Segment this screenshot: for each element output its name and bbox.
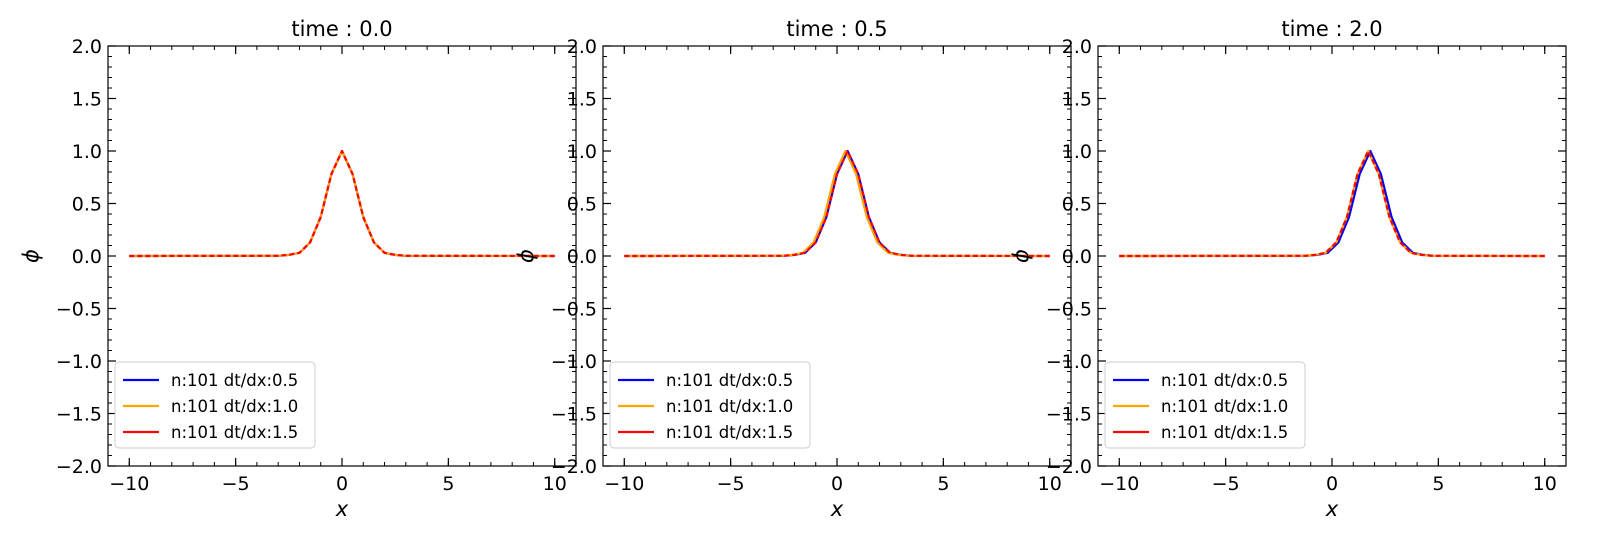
series-line-3 — [1119, 149, 1545, 258]
y-tick-label: −1.5 — [551, 404, 597, 426]
legend: n:101 dt/dx:0.5 n:101 dt/dx:1.0 n:101 dt/d… — [1104, 361, 1306, 449]
x-tick-label: −10 — [604, 473, 644, 495]
y-tick-label: −1.5 — [56, 404, 102, 426]
series-line-3 — [129, 149, 555, 258]
x-axis-label: x — [830, 497, 844, 521]
legend-label: n:101 dt/dx:1.0 — [666, 397, 793, 416]
legend-label: n:101 dt/dx:1.5 — [1161, 423, 1288, 442]
x-tick-label: −5 — [222, 473, 250, 495]
x-axis-label: x — [1325, 497, 1339, 521]
y-tick-label: −2.0 — [1046, 456, 1092, 478]
y-tick-label: −2.0 — [551, 456, 597, 478]
y-tick-label: 2.0 — [567, 36, 597, 58]
chart-panel-1: −10 −5 0 5 10 −2.0 −1.5 −1.0 −0.5 0.0 0.5 1.0 1.5 2.0… — [19, 17, 577, 521]
y-tick-label: 2.0 — [72, 36, 102, 58]
y-tick-label: −1.0 — [551, 351, 597, 373]
series-line-1 — [129, 149, 555, 258]
x-tick-label: 10 — [543, 473, 567, 495]
series-line-1 — [1119, 149, 1545, 258]
y-tick-label: −0.5 — [551, 299, 597, 321]
series-line-3 — [624, 149, 1050, 258]
series-line-2 — [129, 149, 555, 258]
x-axis-label: x — [335, 497, 349, 521]
series-line-2 — [624, 149, 1050, 258]
x-tick-label: −5 — [1212, 473, 1240, 495]
plot-frame — [1097, 45, 1567, 467]
legend-box — [1104, 361, 1306, 449]
chart-panel-3: −10 −5 0 5 10−2.0−1.5−1.0−0.50.00.51.01.52.0… — [1009, 17, 1567, 521]
x-tick-label: −10 — [1099, 473, 1139, 495]
y-tick-label: 0.5 — [72, 194, 102, 216]
y-tick-label: −1.0 — [56, 351, 102, 373]
legend-label: n:101 dt/dx:0.5 — [1161, 371, 1288, 390]
y-axis-label: ϕ — [19, 249, 43, 263]
legend-label: n:101 dt/dx:1.5 — [666, 423, 793, 442]
y-axis-label: ϕ — [514, 249, 538, 263]
y-tick-label: −2.0 — [56, 456, 102, 478]
y-tick-label: −1.5 — [1046, 404, 1092, 426]
x-tick-label: 10 — [1038, 473, 1062, 495]
y-tick-label: 2.0 — [1062, 36, 1092, 58]
series-line-1 — [624, 149, 1050, 258]
x-tick-label: 5 — [442, 473, 454, 495]
chart-title: time : 0.5 — [786, 17, 887, 41]
legend-label: n:101 dt/dx:1.5 — [171, 423, 298, 442]
x-tick-label: −10 — [109, 473, 149, 495]
legend-label: n:101 dt/dx:0.5 — [666, 371, 793, 390]
x-tick-label: 0 — [1326, 473, 1338, 495]
x-tick-label: 0 — [336, 473, 348, 495]
x-tick-label: 10 — [1533, 473, 1557, 495]
x-tick-label: −5 — [717, 473, 745, 495]
y-tick-label: −0.5 — [56, 299, 102, 321]
legend-label: n:101 dt/dx:1.0 — [171, 397, 298, 416]
chart-title: time : 2.0 — [1281, 17, 1382, 41]
legend-label: n:101 dt/dx:1.0 — [1161, 397, 1288, 416]
legend: n:101 dt/dx:0.5 n:101 dt/dx:1.0 n:101 dt/d… — [609, 361, 811, 449]
y-axis-label: ϕ — [1009, 249, 1033, 263]
y-tick-label: 1.0 — [1062, 141, 1092, 163]
y-tick-label: 1.0 — [72, 141, 102, 163]
y-tick-label: 0.5 — [1062, 194, 1092, 216]
y-tick-label: 1.0 — [567, 141, 597, 163]
y-tick-label: 1.5 — [1062, 89, 1092, 111]
x-tick-label: 0 — [831, 473, 843, 495]
legend-label: n:101 dt/dx:0.5 — [171, 371, 298, 390]
y-tick-label: 0.5 — [567, 194, 597, 216]
y-tick-label: −1.0 — [1046, 351, 1092, 373]
legend: n:101 dt/dx:0.5 n:101 dt/dx:1.0 n:101 dt/d… — [114, 361, 316, 449]
legend-box — [114, 361, 316, 449]
series-line-2 — [1119, 149, 1545, 258]
plot-frame — [602, 45, 1072, 467]
chart-title: time : 0.0 — [291, 17, 392, 41]
x-tick-label: 5 — [1432, 473, 1444, 495]
y-tick-label: 1.5 — [72, 89, 102, 111]
y-tick-label: −0.5 — [1046, 299, 1092, 321]
chart-panel-2: −10 −5 0 5 10−2.0−1.5−1.0−0.50.00.51.01.52.0… — [514, 17, 1072, 521]
legend-box — [609, 361, 811, 449]
y-tick-label: 0.0 — [1062, 246, 1092, 268]
x-tick-label: 5 — [937, 473, 949, 495]
y-tick-label: 0.0 — [72, 246, 102, 268]
plot-frame — [107, 45, 577, 467]
y-tick-label: 0.0 — [567, 246, 597, 268]
y-tick-label: 1.5 — [567, 89, 597, 111]
